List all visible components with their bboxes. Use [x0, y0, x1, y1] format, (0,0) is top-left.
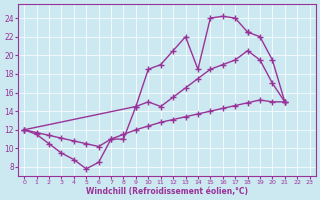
X-axis label: Windchill (Refroidissement éolien,°C): Windchill (Refroidissement éolien,°C): [86, 187, 248, 196]
